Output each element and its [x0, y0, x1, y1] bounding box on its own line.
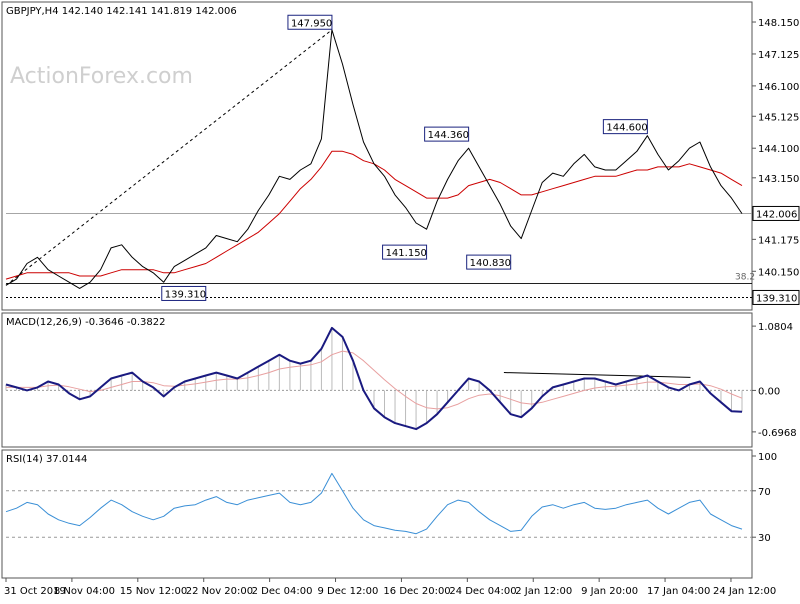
macd-y-tick-label: 1.0804 [758, 322, 793, 333]
price-y-tick-label: 148.150 [758, 18, 799, 29]
x-tick-label: 2 Jan 12:00 [515, 586, 572, 597]
price-y-tick-label: 147.125 [758, 50, 799, 61]
rsi-y-tick-label: 100 [758, 452, 777, 463]
watermark: ActionForex.com [10, 64, 193, 89]
price-y-tick-label: 145.125 [758, 112, 799, 123]
rsi-panel-frame [1, 449, 753, 579]
price-y-tick-label: 141.175 [758, 235, 799, 246]
annotation-box [382, 244, 428, 260]
x-tick-label: 15 Nov 12:00 [120, 586, 187, 597]
annotation-label: 144.360 [428, 130, 469, 141]
macd-trendline [503, 372, 691, 378]
x-tick-label: 9 Jan 20:00 [581, 586, 638, 597]
macd-signal-line [6, 350, 743, 410]
x-tick-label: 24 Dec 04:00 [449, 586, 516, 597]
macd-y-tick-label: 0.00 [758, 386, 780, 397]
x-tick-label: 17 Jan 04:00 [647, 586, 710, 597]
annotation-box [466, 254, 512, 270]
annotation-label: 141.150 [386, 248, 427, 259]
x-tick-label: 16 Dec 20:00 [383, 586, 450, 597]
price-panel-frame [1, 1, 753, 311]
macd-header: MACD(12,26,9) -0.3646 -0.3822 [6, 317, 166, 328]
x-tick-label: 31 Oct 2019 [4, 586, 66, 597]
x-tick-label: 8 Nov 04:00 [54, 586, 115, 597]
macd-y-tick-label: -0.6968 [758, 428, 797, 439]
rsi-header: RSI(14) 37.0144 [6, 454, 87, 465]
annotation-label: 139.310 [165, 289, 206, 300]
x-tick-label: 24 Jan 12:00 [713, 586, 776, 597]
price-y-tick-label: 143.150 [758, 174, 799, 185]
annotation-label: 147.950 [291, 18, 332, 29]
rsi-y-tick-label: 70 [758, 487, 771, 498]
fib-label: 38.2 [735, 272, 755, 282]
macd-panel-frame [1, 312, 753, 448]
macd-line [5, 326, 743, 431]
price-y-tick-label: 140.150 [758, 267, 799, 278]
x-tick-label: 22 Nov 20:00 [186, 586, 253, 597]
price-line [5, 29, 743, 289]
annotation-label: 140.830 [470, 258, 511, 269]
support-price-box [752, 289, 800, 305]
price-header: GBPJPY,H4 142.140 142.141 141.819 142.00… [6, 6, 237, 17]
annotation-label: 144.600 [606, 123, 647, 134]
ma-line [5, 150, 743, 280]
price-y-tick-label: 146.100 [758, 82, 799, 93]
annotation-box [161, 285, 207, 301]
support-price-label: 139.310 [756, 293, 797, 304]
annotation-box [424, 126, 470, 142]
rsi-line [5, 472, 743, 535]
annotation-box [287, 14, 333, 30]
annotation-box [602, 119, 648, 135]
rsi-y-tick-label: 30 [758, 533, 771, 544]
x-tick-label: 9 Dec 12:00 [318, 586, 379, 597]
current-price-label: 142.006 [756, 209, 797, 220]
price-y-tick-label: 144.100 [758, 144, 799, 155]
current-price-box [752, 205, 800, 221]
x-tick-label: 2 Dec 04:00 [252, 586, 313, 597]
